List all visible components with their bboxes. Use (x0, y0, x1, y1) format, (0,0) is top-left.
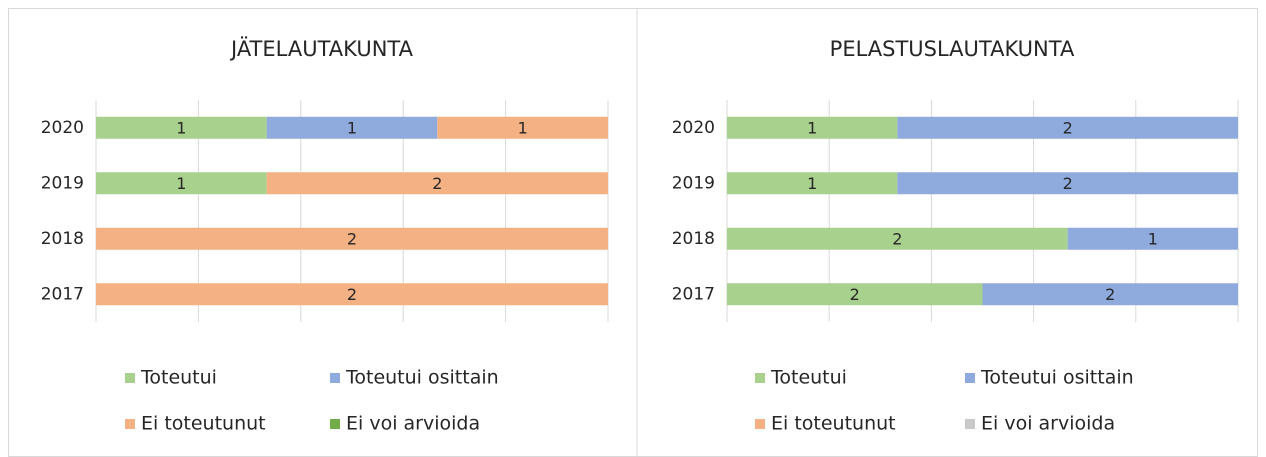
data-label: 1 (807, 174, 817, 193)
legend-label: Toteutui osittain (345, 367, 499, 389)
data-label: 1 (176, 118, 186, 137)
data-label: 2 (892, 229, 902, 248)
legend-label: Ei voi arvioida (981, 413, 1115, 435)
legend-label: Ei toteutunut (141, 413, 266, 435)
legend-swatch (330, 373, 340, 383)
bar-segment (727, 283, 983, 306)
legend-label: Ei toteutunut (771, 413, 896, 435)
y-tick-label: 2020 (672, 118, 715, 138)
bar-segment (897, 116, 1238, 139)
y-tick-label: 2019 (672, 173, 715, 193)
legend-swatch (330, 419, 340, 429)
bar-segment (727, 227, 1068, 250)
bar-segment (266, 172, 608, 195)
y-tick-label: 2017 (41, 284, 84, 304)
chart-title: PELASTUSLAUTAKUNTA (830, 37, 1075, 61)
bar-segment (96, 172, 267, 195)
data-label: 1 (1148, 229, 1158, 248)
bar-segment (1067, 227, 1238, 250)
data-label: 2 (1105, 285, 1115, 304)
bar-segment (96, 283, 608, 306)
legend-swatch (965, 419, 975, 429)
data-label: 2 (1063, 174, 1073, 193)
data-label: 1 (176, 174, 186, 193)
data-label: 1 (518, 118, 528, 137)
bar-segment (437, 116, 608, 139)
data-label: 2 (347, 229, 357, 248)
legend-swatch (125, 419, 135, 429)
bar-segment (727, 172, 898, 195)
legend-label: Ei voi arvioida (346, 413, 480, 435)
bar-segment (266, 116, 438, 139)
bar-segment (897, 172, 1238, 195)
legend-label: Toteutui (770, 367, 847, 389)
y-tick-label: 2017 (672, 284, 715, 304)
data-label: 2 (1063, 118, 1073, 137)
data-label: 1 (347, 118, 357, 137)
data-label: 2 (432, 174, 442, 193)
y-tick-label: 2019 (41, 173, 84, 193)
bar-segment (727, 116, 898, 139)
legend-swatch (125, 373, 135, 383)
legend-label: Toteutui osittain (980, 367, 1134, 389)
y-tick-label: 2018 (672, 229, 715, 249)
bar-segment (96, 227, 608, 250)
legend-swatch (755, 419, 765, 429)
bar-segment (982, 283, 1238, 306)
data-label: 2 (347, 285, 357, 304)
legend-label: Toteutui (140, 367, 217, 389)
chart-title: JÄTELAUTAKUNTA (229, 36, 414, 61)
bar-segment (96, 116, 267, 139)
legend-swatch (755, 373, 765, 383)
data-label: 1 (807, 118, 817, 137)
legend-swatch (965, 373, 975, 383)
y-tick-label: 2018 (41, 229, 84, 249)
data-label: 2 (850, 285, 860, 304)
y-tick-label: 2020 (41, 118, 84, 138)
